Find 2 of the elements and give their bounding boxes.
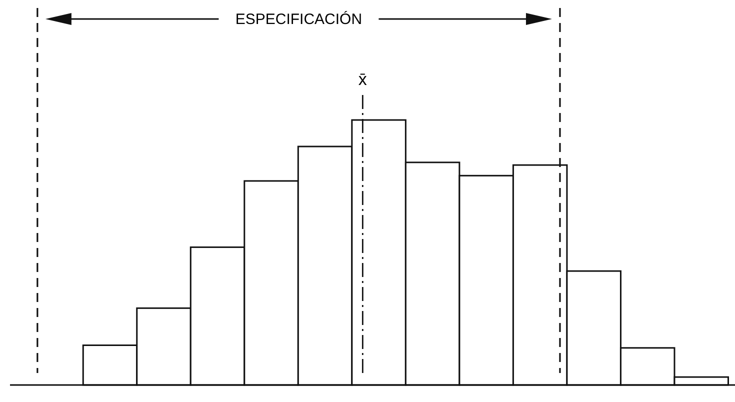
text: ESPECIFICACIÓN [235,10,362,28]
text: x̄ [358,70,368,89]
